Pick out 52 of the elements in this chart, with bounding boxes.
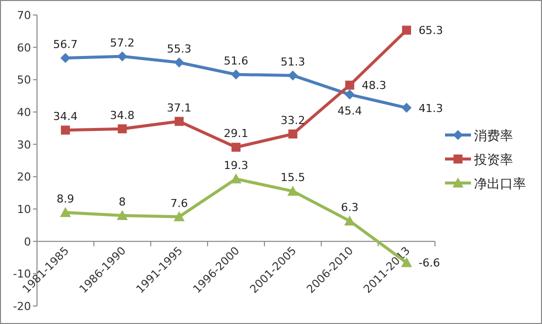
point — [230, 173, 242, 184]
data-label: 29.1 — [224, 127, 248, 140]
point — [60, 126, 70, 135]
point — [116, 210, 128, 220]
point — [60, 207, 71, 218]
point — [345, 80, 354, 90]
y-tick-label: 0 — [24, 235, 31, 248]
point — [231, 69, 241, 80]
point — [344, 90, 355, 100]
legend-label: 投资率 — [473, 152, 513, 168]
data-label: 55.3 — [166, 42, 192, 56]
data-label: 45.4 — [337, 104, 362, 118]
data-label: 33.2 — [280, 114, 306, 127]
data-label: 8 — [118, 195, 126, 208]
legend-label: 消费率 — [474, 128, 513, 144]
data-label: 51.3 — [280, 55, 306, 68]
y-tick-label: 30 — [17, 138, 31, 152]
data-label: 6.3 — [340, 200, 358, 214]
data-label: 37.1 — [166, 101, 192, 114]
y-tick-label: 20 — [17, 170, 31, 184]
y-tick-label: -20 — [13, 300, 31, 313]
data-label: 34.4 — [53, 110, 78, 124]
y-tick-label: 10 — [17, 203, 31, 216]
data-label: -6.6 — [418, 256, 440, 270]
point — [402, 26, 412, 35]
point — [60, 53, 70, 64]
y-tick-label: 40 — [17, 106, 31, 119]
y-tick-label: 50 — [17, 74, 31, 87]
data-label: 19.3 — [224, 158, 248, 172]
data-label: 57.2 — [110, 36, 135, 50]
legend-label: 净出口率 — [474, 176, 526, 192]
point — [402, 102, 412, 113]
y-tick-label: 60 — [17, 41, 31, 54]
data-label: 34.8 — [110, 108, 135, 122]
point — [174, 211, 185, 222]
data-label: 7.6 — [170, 196, 188, 210]
point — [174, 116, 184, 126]
data-label: 8.9 — [56, 192, 74, 206]
point — [288, 70, 298, 80]
data-label: 41.3 — [418, 102, 444, 115]
point — [118, 124, 127, 134]
point — [287, 186, 298, 196]
data-label: 56.7 — [53, 38, 78, 52]
point — [117, 51, 128, 62]
data-label: 51.6 — [224, 54, 248, 68]
y-tick-label: 70 — [17, 9, 31, 22]
data-label: 15.5 — [280, 171, 306, 184]
point — [174, 58, 184, 68]
data-label: 65.3 — [418, 24, 444, 38]
point — [232, 142, 240, 152]
point — [288, 129, 298, 138]
data-label: 48.3 — [362, 79, 386, 92]
